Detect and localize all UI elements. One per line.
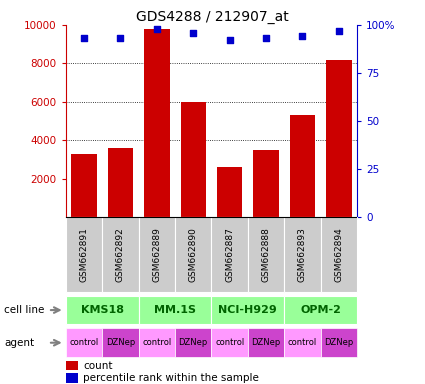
Text: MM.1S: MM.1S: [154, 305, 196, 315]
Bar: [326, 60, 351, 217]
Bar: [320, 217, 357, 292]
Bar: [66, 217, 102, 292]
Bar: [212, 217, 248, 292]
Text: agent: agent: [4, 338, 34, 348]
Point: [263, 35, 269, 41]
Bar: [284, 328, 320, 357]
Text: GSM662893: GSM662893: [298, 227, 307, 282]
Bar: [290, 115, 315, 217]
Bar: [66, 373, 77, 383]
Bar: [102, 328, 139, 357]
Text: control: control: [69, 338, 99, 347]
Text: control: control: [142, 338, 171, 347]
Bar: [139, 296, 211, 324]
Bar: [253, 150, 279, 217]
Bar: [175, 328, 212, 357]
Bar: [139, 217, 175, 292]
Point: [226, 37, 233, 43]
Text: control: control: [288, 338, 317, 347]
Text: percentile rank within the sample: percentile rank within the sample: [83, 373, 259, 383]
Point: [299, 33, 306, 40]
Text: control: control: [215, 338, 244, 347]
Bar: [175, 217, 211, 292]
Text: GSM662892: GSM662892: [116, 227, 125, 282]
Bar: [144, 29, 170, 217]
Bar: [217, 167, 242, 217]
Bar: [139, 328, 175, 357]
Bar: [320, 328, 357, 357]
Bar: [71, 154, 97, 217]
Bar: [66, 296, 139, 324]
Text: NCI-H929: NCI-H929: [218, 305, 277, 315]
Bar: [248, 217, 284, 292]
Bar: [212, 296, 284, 324]
Point: [117, 35, 124, 41]
Bar: [66, 361, 77, 370]
Bar: [108, 148, 133, 217]
Bar: [248, 328, 284, 357]
Text: GSM662887: GSM662887: [225, 227, 234, 282]
Text: GDS4288 / 212907_at: GDS4288 / 212907_at: [136, 10, 289, 23]
Bar: [284, 217, 320, 292]
Text: cell line: cell line: [4, 305, 45, 315]
Point: [190, 30, 197, 36]
Bar: [212, 328, 248, 357]
Text: GSM662888: GSM662888: [261, 227, 271, 282]
Point: [153, 26, 160, 32]
Bar: [66, 328, 102, 357]
Text: DZNep: DZNep: [178, 338, 208, 347]
Text: DZNep: DZNep: [106, 338, 135, 347]
Text: DZNep: DZNep: [324, 338, 354, 347]
Text: GSM662891: GSM662891: [79, 227, 88, 282]
Text: GSM662890: GSM662890: [189, 227, 198, 282]
Text: GSM662894: GSM662894: [334, 227, 343, 282]
Text: KMS18: KMS18: [81, 305, 124, 315]
Bar: [284, 296, 357, 324]
Bar: [181, 102, 206, 217]
Text: count: count: [83, 361, 113, 371]
Text: GSM662889: GSM662889: [152, 227, 162, 282]
Point: [81, 35, 88, 41]
Bar: [102, 217, 139, 292]
Point: [335, 28, 342, 34]
Text: OPM-2: OPM-2: [300, 305, 341, 315]
Text: DZNep: DZNep: [252, 338, 280, 347]
